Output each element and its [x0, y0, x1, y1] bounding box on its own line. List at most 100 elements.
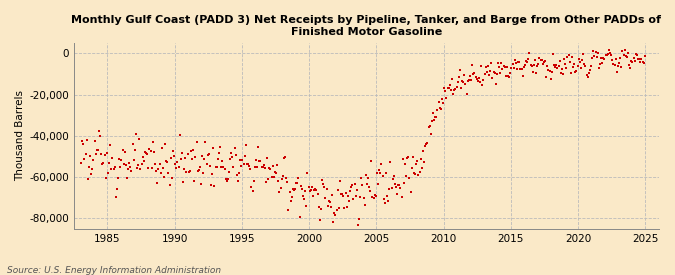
Point	[230, 146, 240, 150]
Point	[167, 175, 178, 180]
Point	[556, 70, 566, 75]
Point	[508, 65, 519, 70]
Point	[598, 56, 609, 60]
Point	[130, 148, 140, 153]
Point	[615, 56, 626, 60]
Point	[514, 59, 524, 64]
Point	[496, 60, 507, 65]
Point	[523, 57, 534, 62]
Point	[206, 183, 217, 187]
Point	[244, 164, 254, 169]
Point	[209, 183, 220, 188]
Point	[513, 60, 524, 64]
Point	[383, 199, 394, 203]
Point	[472, 79, 483, 84]
Point	[294, 215, 305, 219]
Point	[95, 133, 105, 138]
Point	[87, 167, 98, 172]
Point	[97, 162, 108, 167]
Point	[77, 139, 88, 143]
Point	[130, 131, 141, 136]
Point	[377, 174, 388, 179]
Point	[454, 75, 464, 79]
Point	[123, 167, 134, 171]
Point	[630, 52, 641, 56]
Point	[119, 150, 130, 154]
Point	[554, 59, 565, 63]
Point	[593, 50, 603, 55]
Point	[457, 79, 468, 84]
Point	[271, 171, 281, 175]
Point	[629, 59, 640, 63]
Point	[132, 166, 142, 170]
Point	[310, 187, 321, 191]
Point	[636, 57, 647, 62]
Point	[504, 74, 514, 79]
Point	[262, 155, 273, 160]
Point	[350, 194, 361, 199]
Point	[137, 155, 148, 160]
Point	[446, 88, 456, 92]
Point	[443, 86, 454, 90]
Point	[556, 67, 567, 71]
Point	[208, 146, 219, 150]
Point	[444, 82, 455, 87]
Point	[616, 65, 626, 70]
Point	[161, 159, 171, 163]
Point	[330, 213, 341, 218]
Point	[576, 66, 587, 70]
Point	[275, 186, 286, 191]
Point	[308, 194, 319, 199]
Point	[495, 71, 506, 75]
Point	[308, 187, 319, 192]
Point	[223, 177, 234, 181]
Point	[315, 218, 325, 222]
Point	[173, 165, 184, 169]
Point	[333, 206, 344, 210]
Point	[367, 194, 378, 199]
Point	[601, 53, 612, 57]
Point	[78, 142, 88, 146]
Point	[464, 74, 475, 78]
Point	[200, 140, 211, 144]
Point	[115, 164, 126, 169]
Point	[320, 195, 331, 200]
Point	[349, 182, 360, 187]
Point	[210, 165, 221, 170]
Point	[560, 61, 570, 66]
Point	[447, 76, 458, 81]
Point	[183, 169, 194, 174]
Point	[574, 60, 585, 64]
Point	[414, 169, 425, 174]
Point	[427, 111, 438, 116]
Point	[529, 63, 539, 68]
Point	[373, 182, 383, 186]
Point	[421, 142, 432, 146]
Point	[579, 62, 590, 67]
Point	[563, 53, 574, 58]
Point	[354, 216, 364, 221]
Point	[126, 169, 137, 173]
Point	[564, 60, 575, 64]
Point	[203, 152, 214, 156]
Point	[191, 139, 202, 144]
Point	[406, 166, 417, 170]
Point	[101, 176, 111, 180]
Point	[427, 119, 437, 123]
Point	[376, 162, 387, 166]
Point	[459, 73, 470, 77]
Point	[346, 185, 356, 189]
Point	[150, 162, 161, 166]
Point	[478, 78, 489, 82]
Point	[225, 156, 236, 161]
Point	[442, 86, 453, 90]
Point	[192, 169, 203, 173]
Point	[381, 194, 392, 198]
Point	[318, 182, 329, 186]
Point	[578, 52, 589, 56]
Point	[267, 164, 278, 168]
Point	[481, 65, 491, 69]
Point	[392, 192, 402, 196]
Point	[169, 154, 180, 159]
Point	[91, 148, 102, 152]
